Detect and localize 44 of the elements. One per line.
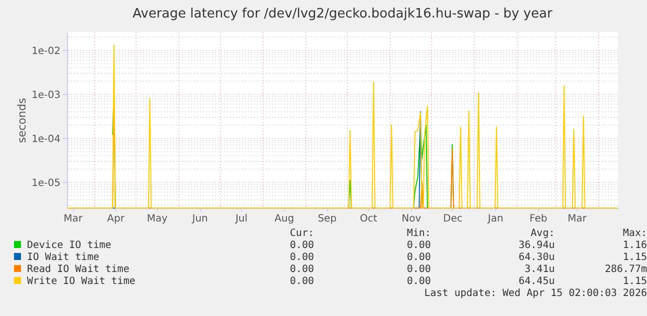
text: 3.41u <box>524 264 555 276</box>
chart-title: Average latency for /dev/lvg2/gecko.bodajk16.hu-swap - by year <box>132 6 554 22</box>
x-tick-label: Mar <box>64 214 84 224</box>
text: 286.77m <box>604 264 647 276</box>
legend-label: Write IO Wait time <box>26 276 136 288</box>
text: Avg: <box>530 228 555 240</box>
x-tick-label: Apr <box>107 214 126 224</box>
text: Last update: Wed Apr 15 02:00:03 2026 <box>423 288 647 300</box>
y-tick-label: 1e-02 <box>32 46 60 57</box>
text: 0.00 <box>406 264 431 276</box>
x-tick-label: Nov <box>402 214 422 224</box>
text: Min: <box>406 228 431 240</box>
x-tick-label: Mar <box>568 214 588 224</box>
text: Max: <box>622 228 647 240</box>
text: 0.00 <box>288 264 314 276</box>
text: 1.16 <box>622 240 647 252</box>
y-tick-label: 1e-05 <box>32 178 60 189</box>
text: 0.00 <box>406 252 431 264</box>
legend-label: Read IO Wait time <box>26 264 130 276</box>
text: 64.45u <box>518 276 555 288</box>
text: 0.00 <box>288 240 314 252</box>
text: 0.00 <box>288 252 314 264</box>
y-tick-label: 1e-03 <box>32 90 60 101</box>
x-tick-label: Oct <box>360 214 378 224</box>
x-tick-label: Sep <box>318 214 337 224</box>
text: 0.00 <box>406 276 431 288</box>
text: 1.15 <box>622 276 647 288</box>
text: Cur: <box>288 228 314 240</box>
x-tick-label: Feb <box>530 214 548 224</box>
text: 36.94u <box>518 240 555 252</box>
x-tick-label: Jan <box>486 214 504 224</box>
text: 0.00 <box>406 240 431 252</box>
text: 64.30u <box>518 252 555 264</box>
legend-label: IO Wait time <box>26 252 100 264</box>
x-tick-label: May <box>146 214 168 224</box>
y-tick-label: 1e-04 <box>32 134 60 145</box>
x-tick-label: Dec <box>443 214 462 224</box>
text: 1.15 <box>622 252 647 264</box>
x-tick-label: Jul <box>234 214 248 224</box>
y-axis-title: seconds <box>16 98 29 143</box>
x-tick-label: Aug <box>274 214 294 224</box>
legend-label: Device IO time <box>26 240 112 252</box>
text: 0.00 <box>288 276 314 288</box>
x-tick-label: Jun <box>191 214 208 224</box>
